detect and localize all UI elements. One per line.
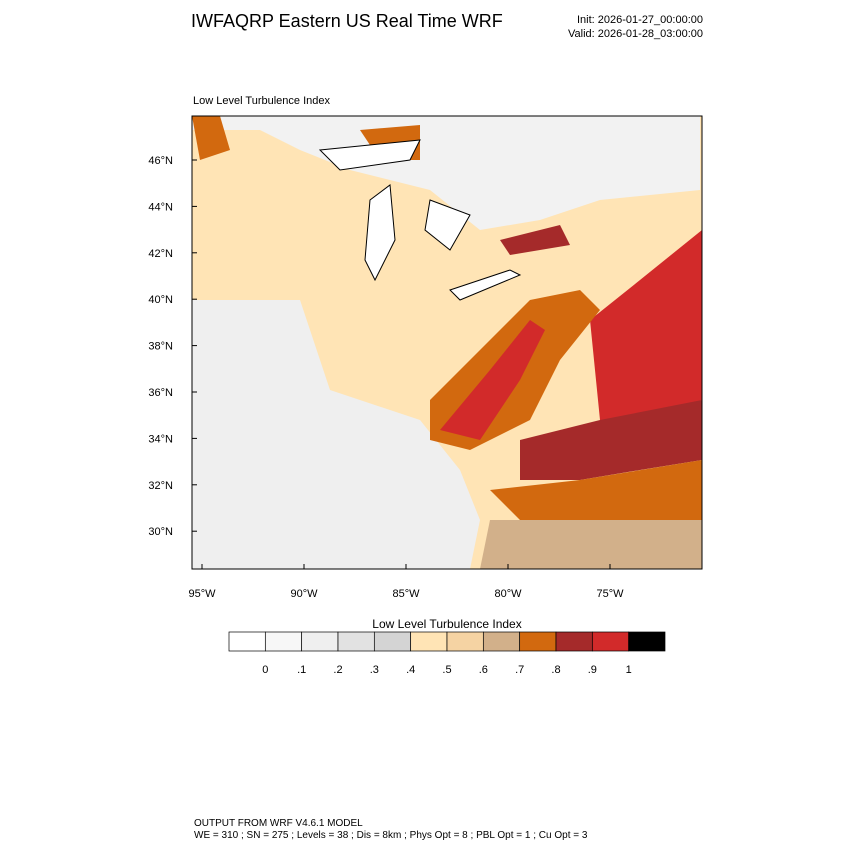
lat-label: 42°N: [148, 248, 173, 260]
lake-erie: [449, 269, 522, 301]
ocean-mid: [520, 400, 702, 480]
low-zone: [192, 300, 480, 569]
lon-label: 80°W: [494, 588, 522, 600]
lat-label: 30°N: [148, 526, 173, 538]
lon-label: 95°W: [188, 588, 216, 600]
colorbar-label: .1: [297, 664, 306, 676]
ocean-orange: [490, 460, 702, 520]
lat-label: 36°N: [148, 387, 173, 399]
colorbar-box: [337, 631, 375, 652]
colorbar-label: 0: [262, 664, 268, 676]
map-frame: [191, 115, 703, 570]
lat-label: 46°N: [148, 155, 173, 167]
ocean-tan: [480, 520, 702, 569]
colorbar-box: [228, 631, 266, 652]
colorbar-label: 1: [626, 664, 632, 676]
colorbar-label: .5: [442, 664, 451, 676]
lat-label: 32°N: [148, 480, 173, 492]
lon-label: 85°W: [392, 588, 420, 600]
colorbar-box: [555, 631, 593, 652]
colorbar-box: [591, 631, 630, 652]
colorbar-label: .9: [588, 664, 597, 676]
colorbar-label: .3: [370, 664, 379, 676]
lon-label: 90°W: [290, 588, 318, 600]
appalachian-red: [440, 320, 545, 440]
colorbar-label: .4: [406, 664, 415, 676]
west-band: [192, 116, 230, 160]
ocean-high: [590, 230, 702, 420]
title: IWFAQRP Eastern US Real Time WRF: [191, 11, 503, 31]
lake-superior: [318, 139, 421, 171]
colorbar-label: .8: [551, 664, 560, 676]
lake-band: [500, 225, 570, 255]
lat-label: 40°N: [148, 294, 173, 306]
lat-label: 38°N: [148, 341, 173, 353]
colorbar-box: [519, 631, 557, 652]
colorbar-box: [373, 631, 412, 652]
valid-time: Valid: 2026-01-28_03:00:00: [568, 28, 703, 40]
footer-line: WE = 310 ; SN = 275 ; Levels = 38 ; Dis …: [194, 830, 588, 841]
lat-label: 34°N: [148, 433, 173, 445]
colorbar-box: [482, 631, 521, 652]
colorbar-title: Low Level Turbulence Index: [372, 617, 521, 631]
colorbar-box: [628, 631, 666, 652]
colorbar-box: [446, 631, 484, 652]
footer-line: OUTPUT FROM WRF V4.6.1 MODEL: [194, 818, 363, 829]
colorbar-box: [301, 631, 339, 652]
lon-label: 75°W: [596, 588, 624, 600]
lake-michigan: [364, 184, 396, 282]
lake-huron: [424, 199, 471, 251]
colorbar-label: .6: [479, 664, 488, 676]
colorbar-box: [410, 631, 448, 652]
lat-label: 44°N: [148, 201, 173, 213]
map: [191, 115, 703, 570]
init-time: Init: 2026-01-27_00:00:00: [577, 14, 703, 26]
north-zone: [192, 116, 700, 230]
colorbar-box: [264, 631, 303, 652]
map-subtitle: Low Level Turbulence Index: [193, 95, 330, 107]
colorbar-label: .7: [515, 664, 524, 676]
colorbar-label: .2: [333, 664, 342, 676]
